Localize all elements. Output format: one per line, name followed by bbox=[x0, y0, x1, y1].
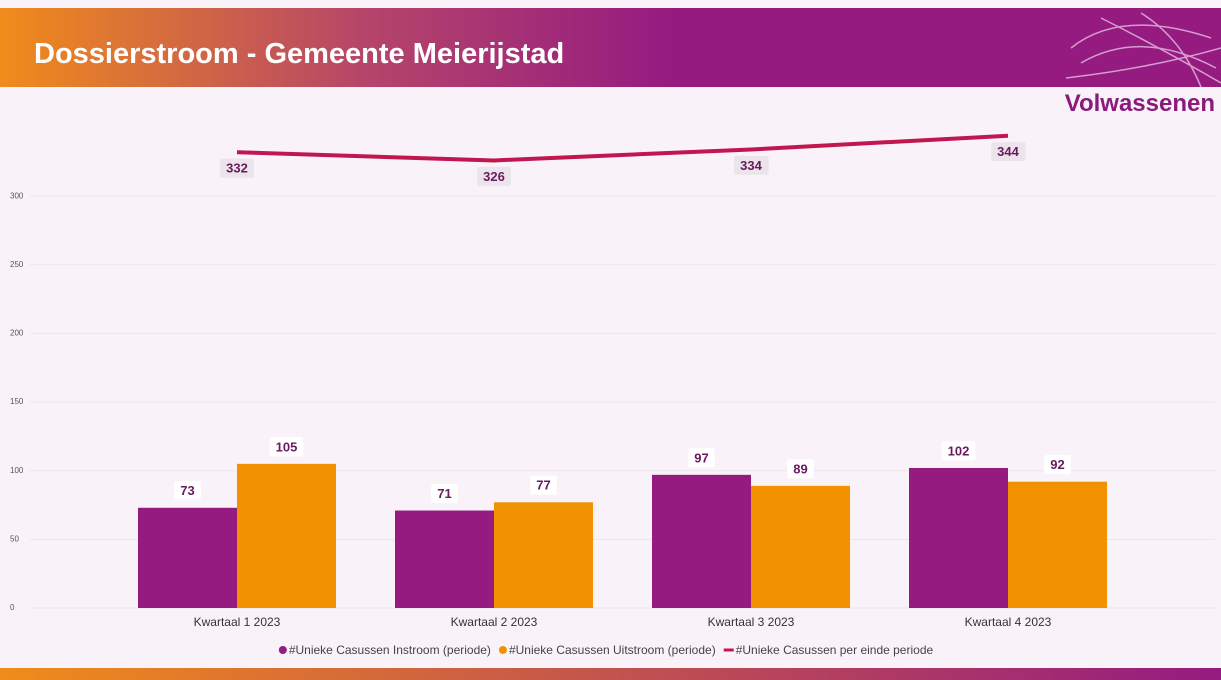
data-label: 105 bbox=[276, 439, 298, 454]
data-label: 332 bbox=[226, 161, 248, 176]
data-label: 102 bbox=[948, 443, 970, 458]
data-label: 77 bbox=[536, 478, 550, 493]
legend-swatch bbox=[724, 649, 734, 652]
bar bbox=[1008, 482, 1107, 608]
y-tick-label: 50 bbox=[10, 534, 19, 543]
bar bbox=[652, 475, 751, 608]
legend: #Unieke Casussen Instroom (periode) #Unie… bbox=[279, 643, 934, 657]
x-tick-label: Kwartaal 4 2023 bbox=[965, 615, 1052, 629]
y-tick-label: 300 bbox=[10, 191, 24, 200]
legend-swatch bbox=[279, 646, 287, 654]
x-tick-label: Kwartaal 2 2023 bbox=[451, 615, 538, 629]
legend-label: #Unieke Casussen per einde periode bbox=[736, 643, 934, 657]
bar bbox=[138, 508, 237, 608]
y-tick-label: 0 bbox=[10, 603, 15, 612]
bar bbox=[395, 511, 494, 608]
y-tick-label: 100 bbox=[10, 466, 24, 475]
legend-label: #Unieke Casussen Instroom (periode) bbox=[289, 643, 491, 657]
y-tick-label: 200 bbox=[10, 329, 24, 338]
bar bbox=[494, 502, 593, 608]
data-label: 89 bbox=[793, 461, 807, 476]
bar bbox=[909, 468, 1008, 608]
line bbox=[237, 136, 1008, 161]
legend-label: #Unieke Casussen Uitstroom (periode) bbox=[509, 643, 716, 657]
legend-swatch bbox=[499, 646, 507, 654]
data-label: 344 bbox=[997, 144, 1019, 159]
data-label: 326 bbox=[483, 169, 505, 184]
data-label: 73 bbox=[180, 483, 194, 498]
bar bbox=[751, 486, 850, 608]
x-tick-label: Kwartaal 3 2023 bbox=[708, 615, 795, 629]
y-tick-label: 150 bbox=[10, 397, 24, 406]
data-label: 334 bbox=[740, 158, 762, 173]
bar bbox=[237, 464, 336, 608]
y-tick-label: 250 bbox=[10, 260, 24, 269]
data-label: 97 bbox=[694, 450, 708, 465]
data-label: 71 bbox=[437, 486, 451, 501]
chart: 0 50 100 150 200 250 300 73 71 97 102 105 77 89 92 332 3… bbox=[0, 0, 1221, 668]
dashboard: Dossierstroom - Gemeente Meierijstad Vol… bbox=[0, 0, 1221, 680]
x-tick-label: Kwartaal 1 2023 bbox=[194, 615, 281, 629]
data-label: 92 bbox=[1050, 457, 1064, 472]
footer-band bbox=[0, 668, 1221, 680]
